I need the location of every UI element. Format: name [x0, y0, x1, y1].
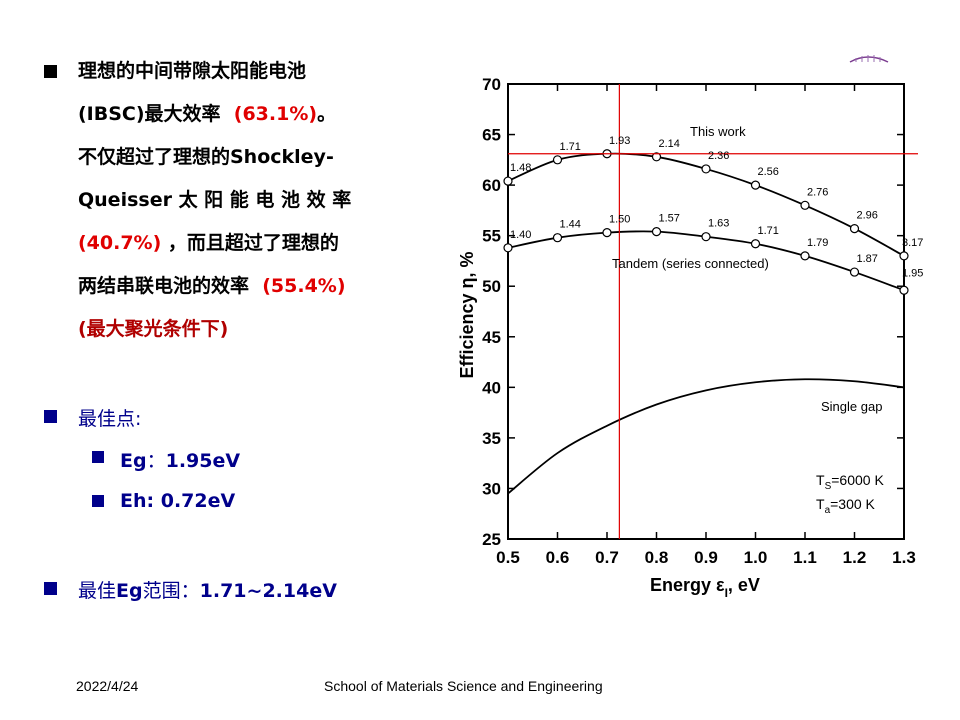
data-point	[899, 251, 909, 261]
y-tick-label: 50	[482, 277, 501, 296]
y-tick-label: 65	[482, 126, 501, 145]
data-point	[849, 267, 860, 277]
data-label: 2.36	[708, 150, 729, 162]
x-tick-label: 0.6	[546, 548, 570, 567]
y-tick-label: 40	[482, 378, 501, 397]
data-point	[503, 243, 513, 253]
series-line-2	[507, 378, 905, 495]
data-label: 1.40	[510, 229, 531, 241]
data-label: 1.63	[708, 218, 729, 230]
x-tick-label: 1.1	[793, 548, 817, 567]
series-label-this-work: This work	[690, 124, 746, 139]
annotation-ts: TS=6000 K	[816, 472, 884, 492]
x-axis-label: Energy εI, eV	[650, 575, 760, 600]
bullet-line: (最大聚光条件下)	[78, 318, 229, 340]
data-point	[552, 155, 563, 165]
bullet-ibsc: 理想的中间带隙太阳能电池 (IBSC)最大效率 (63.1%)。 不仅超过了理想…	[44, 50, 416, 351]
series-label-single-gap: Single gap	[821, 399, 882, 414]
y-axis-label: Efficiency η, %	[457, 251, 477, 378]
x-tick-label: 0.8	[645, 548, 669, 567]
y-tick-label: 35	[482, 429, 501, 448]
data-label: 1.95	[902, 267, 923, 279]
y-tick-label: 70	[482, 75, 501, 94]
data-label: 1.71	[560, 141, 581, 153]
data-point	[503, 176, 513, 186]
x-tick-label: 0.9	[694, 548, 718, 567]
bullet-square-icon	[44, 410, 57, 423]
bullet-best-point: 最佳点:	[44, 404, 141, 431]
data-point	[899, 285, 909, 295]
annotation-ta: Ta=300 K	[816, 496, 876, 516]
data-label: 1.57	[659, 213, 680, 225]
data-point	[651, 227, 662, 237]
efficiency-chart: 25 30 35 40 45 50 55 60 65 70 0.5 0.6 0.7 0.8 0.9 1.0 1.…	[457, 75, 923, 600]
series-label-tandem: Tandem (series connected)	[612, 256, 769, 271]
y-tick-label: 60	[482, 176, 501, 195]
x-tick-label: 0.5	[496, 548, 520, 567]
data-point	[602, 228, 612, 238]
y-tick-label: 30	[482, 479, 501, 498]
data-point	[849, 223, 860, 234]
data-label: 1.93	[609, 135, 630, 147]
data-label: 3.17	[902, 237, 923, 249]
bullet-line: 理想的中间带隙太阳能电池	[78, 60, 307, 82]
data-point	[750, 180, 761, 190]
bullet-line: (IBSC)最大效率 (63.1%)。	[78, 103, 337, 125]
data-point	[701, 164, 711, 174]
data-label: 1.87	[857, 253, 878, 265]
data-label: 2.96	[857, 210, 878, 222]
bullet-square-icon	[92, 495, 104, 507]
sub-bullet-eg: Eg：1.95eV	[92, 446, 240, 473]
data-label: 1.79	[807, 237, 828, 249]
bullet-line: 两结串联电池的效率 (55.4%)	[78, 275, 346, 297]
bullet-line: (40.7%) ，而且超过了理想的	[78, 232, 339, 254]
data-point	[651, 152, 662, 162]
bullet-square-icon	[44, 65, 57, 78]
data-point	[552, 233, 563, 243]
data-label: 1.71	[758, 225, 779, 237]
data-point	[701, 232, 711, 242]
footer-date: 2022/4/24	[76, 678, 139, 694]
y-tick-label: 45	[482, 328, 501, 347]
data-label: 2.76	[807, 186, 828, 198]
footer-organization: School of Materials Science and Engineer…	[324, 678, 603, 694]
bullet-square-icon	[44, 582, 57, 595]
data-label: 1.44	[560, 219, 581, 231]
data-label: 1.48	[510, 162, 531, 174]
data-label: 1.50	[609, 214, 630, 226]
data-point	[800, 251, 810, 261]
data-label: 2.14	[659, 138, 680, 150]
data-point	[800, 200, 810, 210]
bullet-eg-range: 最佳Eg范围：1.71~2.14eV	[44, 576, 337, 603]
data-point	[750, 239, 761, 249]
main-bullet: 理想的中间带隙太阳能电池 (IBSC)最大效率 (63.1%)。 不仅超过了理想…	[44, 50, 416, 351]
y-tick-label: 55	[482, 227, 501, 246]
sub-bullet-eh: Eh: 0.72eV	[92, 490, 235, 512]
bullet-line: 不仅超过了理想的Shockley-	[78, 146, 334, 168]
x-tick-label: 0.7	[595, 548, 619, 567]
x-tick-label: 1.2	[843, 548, 867, 567]
x-tick-label: 1.0	[744, 548, 768, 567]
decorative-arc-icon	[849, 55, 889, 63]
bullet-square-icon	[92, 451, 104, 463]
data-label: 2.56	[758, 166, 779, 178]
bullet-line: Queisser 太 阳 能 电 池 效 率	[78, 189, 352, 211]
y-tick-label: 25	[482, 530, 501, 549]
x-tick-label: 1.3	[892, 548, 916, 567]
